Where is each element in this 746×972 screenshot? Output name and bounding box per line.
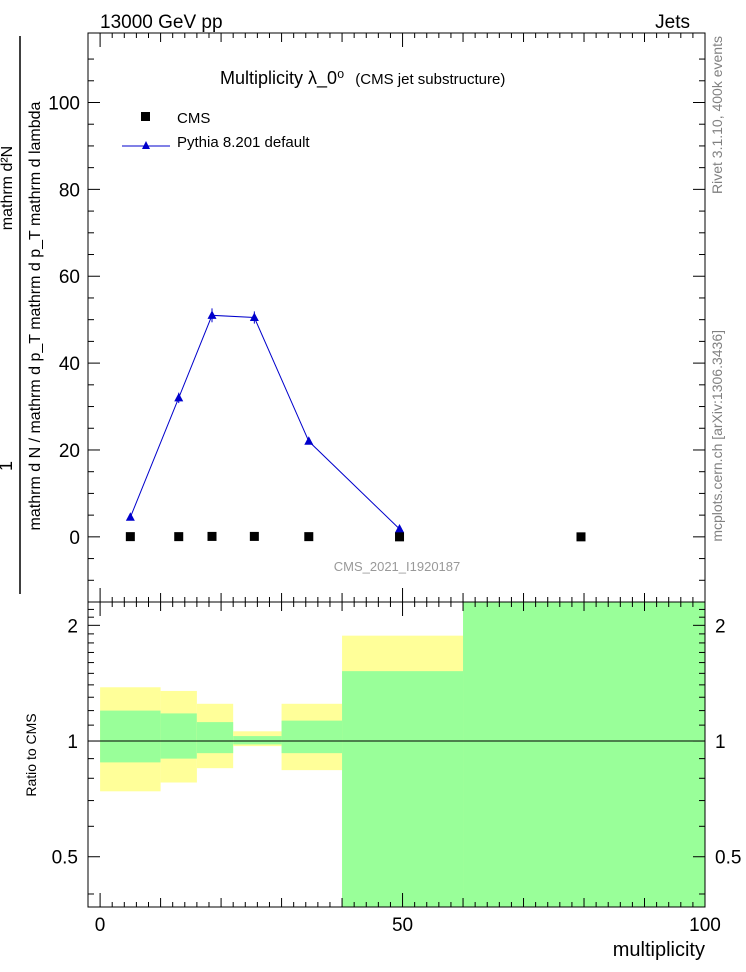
- y-tick-label: 80: [59, 180, 80, 201]
- x-tick-label: 50: [392, 915, 413, 936]
- cms-point: [395, 532, 405, 542]
- legend-label-cms: CMS: [177, 110, 210, 127]
- pythia-point: [207, 310, 217, 319]
- side-label-upper: Rivet 3.1.10, 400k events: [709, 36, 725, 194]
- legend-marker-pythia: [142, 141, 150, 149]
- y-label-numerator: mathrm d²N: [0, 146, 16, 230]
- pythia-point: [125, 512, 135, 521]
- ratio-panel: 0 50 100 0.5 0.5 1 1 2 2: [52, 601, 741, 936]
- legend-marker-cms: [141, 112, 150, 121]
- y-label-one: 1: [0, 461, 16, 471]
- ratio-y-tick-label-left: 2: [67, 616, 78, 637]
- x-axis-label: multiplicity: [613, 939, 705, 961]
- ratio-y-tick-label-left: 0.5: [52, 848, 78, 869]
- header-left: 13000 GeV pp: [100, 12, 223, 33]
- pythia-point: [395, 524, 405, 533]
- x-tick-label: 100: [689, 915, 721, 936]
- y-tick-label: 0: [69, 528, 80, 549]
- ratio-y-tick-label-right: 0.5: [715, 848, 741, 869]
- chart-title: Multiplicity λ_0⁰ (CMS jet substructure): [220, 68, 505, 89]
- ratio-band-green-6: [463, 602, 705, 907]
- chart-title-main: Multiplicity λ_0⁰: [220, 68, 344, 89]
- ratio-y-tick-label-left: 1: [67, 732, 78, 753]
- ratio-band-green-4: [281, 720, 343, 754]
- pythia-point: [174, 392, 184, 402]
- ratio-y-tick-label-right: 1: [715, 732, 726, 753]
- ratio-band-green-1: [160, 713, 197, 759]
- cms-point: [174, 532, 184, 542]
- x-tick-label: 0: [95, 915, 106, 936]
- y-tick-label: 100: [48, 93, 80, 114]
- pythia-point: [249, 312, 259, 321]
- y-tick-label: 40: [59, 354, 80, 375]
- cms-point: [249, 531, 259, 541]
- ratio-band-green-5: [342, 671, 464, 907]
- ratio-band-green-3: [233, 736, 282, 745]
- cms-point: [125, 532, 135, 542]
- chart-title-suffix: (CMS jet substructure): [355, 71, 505, 88]
- legend-label-pythia: Pythia 8.201 default: [177, 134, 310, 151]
- side-label-lower: mcplots.cern.ch [arXiv:1306.3436]: [709, 330, 725, 542]
- ratio-y-tick-label-right: 2: [715, 616, 726, 637]
- ratio-band-green-0: [100, 710, 161, 763]
- watermark: CMS_2021_I1920187: [334, 559, 461, 574]
- cms-point: [576, 532, 586, 542]
- cms-point: [207, 531, 217, 541]
- ratio-y-label: Ratio to CMS: [23, 713, 39, 796]
- ratio-frame: [87, 601, 706, 908]
- pythia-point: [304, 436, 314, 445]
- legend: CMS Pythia 8.201 default: [122, 110, 310, 151]
- y-tick-label: 60: [59, 267, 80, 288]
- cms-point: [304, 532, 314, 542]
- header-right: Jets: [655, 12, 690, 33]
- ratio-band-green-2: [196, 722, 234, 754]
- y-label-denominator: mathrm d N / mathrm d p_T mathrm d p_T m…: [27, 101, 44, 530]
- y-tick-label: 20: [59, 441, 80, 462]
- series-line-pythia: [129, 314, 400, 530]
